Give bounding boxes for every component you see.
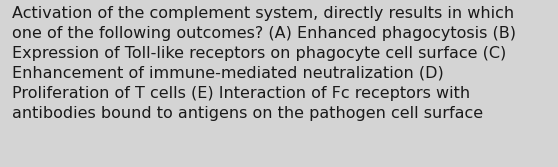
Text: Activation of the complement system, directly results in which
one of the follow: Activation of the complement system, dir…	[12, 6, 516, 121]
